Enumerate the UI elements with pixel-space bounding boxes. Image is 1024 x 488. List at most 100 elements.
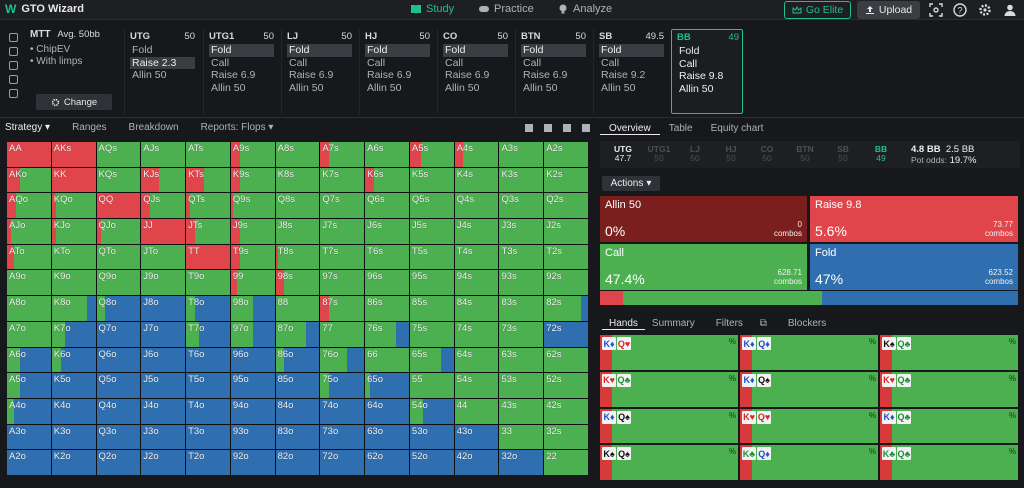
grid-cell[interactable]: 83o	[275, 424, 320, 450]
position-btn[interactable]: BTN 50 Fold Call Raise 6.9 Allin 50	[515, 29, 589, 114]
grid-cell[interactable]: A9s	[230, 142, 275, 167]
grid-cell[interactable]: K8o	[51, 296, 96, 321]
grid-cell[interactable]: A4o	[7, 398, 51, 424]
position-action[interactable]: Raise 6.9	[445, 69, 490, 81]
grid-cell[interactable]: K7s	[320, 167, 365, 193]
grid-cell[interactable]: QTs	[186, 193, 230, 219]
grid-cell[interactable]: 85o	[275, 373, 320, 398]
position-hj[interactable]: HJ 50 Fold Call Raise 6.9 Allin 50	[359, 29, 433, 114]
grid-cell[interactable]: 64o	[365, 398, 409, 424]
grid-cell[interactable]: AKo	[7, 167, 51, 193]
grid-cell[interactable]: QJs	[141, 193, 186, 219]
grid-cell[interactable]: 74o	[320, 398, 365, 424]
grid-cell[interactable]: K6s	[365, 167, 409, 193]
grid-cell[interactable]: 82s	[544, 296, 588, 321]
save-icon[interactable]	[9, 61, 18, 70]
grid-cell[interactable]: 95s	[409, 270, 454, 296]
tab-summary[interactable]: Summary	[651, 318, 695, 329]
tab-strategy[interactable]: Strategy ▾	[5, 122, 50, 138]
action-box[interactable]: Fold 47% 623.52 combos	[810, 244, 1018, 290]
grid-cell[interactable]: 88	[275, 296, 320, 321]
grid-cell[interactable]: 42o	[454, 450, 499, 475]
grid-cell[interactable]: 44	[454, 398, 499, 424]
grid-cell[interactable]: K5s	[409, 167, 454, 193]
grid-cell[interactable]: T3s	[499, 244, 544, 270]
hand-cell[interactable]: K♦ Q♦%	[740, 335, 878, 370]
grid-cell[interactable]: 72s	[544, 321, 588, 347]
grid-cell[interactable]: J7s	[320, 219, 365, 244]
position-action[interactable]: Fold	[679, 45, 700, 57]
tab-table[interactable]: Table	[668, 123, 693, 134]
nav-tab-analyze[interactable]: Analyze	[557, 3, 612, 15]
position-utg[interactable]: UTG 50 Fold Raise 2.3 Allin 50	[124, 29, 198, 114]
grid-cell[interactable]: K5o	[51, 373, 96, 398]
grid-cell[interactable]: 86s	[365, 296, 409, 321]
grid-cell[interactable]: KK	[51, 167, 96, 193]
grid-cell[interactable]: Q9s	[230, 193, 275, 219]
grid-cell[interactable]: A5o	[7, 373, 51, 398]
grid-cell[interactable]: 63o	[365, 424, 409, 450]
app-logo[interactable]: W GTO Wizard	[5, 2, 84, 16]
position-action[interactable]: Call	[601, 56, 620, 69]
grid-cell[interactable]: 33	[499, 424, 544, 450]
nav-tab-practice[interactable]: Practice	[478, 3, 534, 15]
grid-cell[interactable]: K4s	[454, 167, 499, 193]
grid-cell[interactable]: 75s	[409, 321, 454, 347]
grid-cell[interactable]: AKs	[51, 142, 96, 167]
grid-cell[interactable]: J2s	[544, 219, 588, 244]
grid-cell[interactable]: Q4o	[96, 398, 141, 424]
position-action[interactable]: Allin 50	[445, 81, 480, 94]
hand-cell[interactable]: K♣ Q♣%	[880, 445, 1018, 480]
grid-cell[interactable]: KTo	[51, 244, 96, 270]
hand-cell[interactable]: K♠ Q♣%	[880, 335, 1018, 370]
position-action[interactable]: Allin 50	[679, 82, 714, 95]
grid-cell[interactable]: 62s	[544, 347, 588, 373]
grid-cell[interactable]: 75o	[320, 373, 365, 398]
grid-cell[interactable]: JTo	[141, 244, 186, 270]
hand-cell[interactable]: K♦ Q♣%	[880, 408, 1018, 444]
grid-cell[interactable]: KQo	[51, 193, 96, 219]
grid-cell[interactable]: 95o	[230, 373, 275, 398]
grid-cell[interactable]: J6o	[141, 347, 186, 373]
nav-tab-study[interactable]: Study	[410, 3, 454, 15]
strip-position[interactable]: HJ 50	[716, 145, 746, 163]
grid-cell[interactable]: 92s	[544, 270, 588, 296]
grid-cell[interactable]: A8s	[275, 142, 320, 167]
user-icon[interactable]	[1003, 3, 1017, 17]
reset-icon[interactable]	[9, 47, 18, 56]
position-lj[interactable]: LJ 50 Fold Call Raise 6.9 Allin 50	[281, 29, 355, 114]
grid-cell[interactable]: J4s	[454, 219, 499, 244]
grid-cell[interactable]: Q2o	[96, 450, 141, 475]
grid-cell[interactable]: 74s	[454, 321, 499, 347]
grid-cell[interactable]: K4o	[51, 398, 96, 424]
hand-cell[interactable]: K♣ Q♦%	[740, 445, 878, 480]
grid-cell[interactable]: 66	[365, 347, 409, 373]
grid-cell[interactable]: T7o	[186, 321, 230, 347]
grid-cell[interactable]: A2o	[7, 450, 51, 475]
grid-cell[interactable]: KJo	[51, 219, 96, 244]
grid-cell[interactable]: A3o	[7, 424, 51, 450]
grid-cell[interactable]: T5o	[186, 373, 230, 398]
position-action[interactable]: Raise 6.9	[289, 69, 334, 81]
grid-cell[interactable]: 98o	[230, 296, 275, 321]
position-action[interactable]: Fold	[287, 44, 352, 57]
position-action[interactable]: Raise 9.2	[601, 69, 646, 81]
grid-cell[interactable]: 42s	[544, 398, 588, 424]
tab-ranges[interactable]: Ranges	[72, 122, 107, 133]
grid-cell[interactable]: JTs	[186, 219, 230, 244]
grid-cell[interactable]: 43s	[499, 398, 544, 424]
strip-position[interactable]: UTG1 50	[644, 145, 674, 163]
bookmark-icon[interactable]	[9, 33, 18, 42]
position-action[interactable]: Raise 2.3	[130, 56, 195, 69]
grid-cell[interactable]: 96s	[365, 270, 409, 296]
grid-cell[interactable]: A2s	[544, 142, 588, 167]
tab-filters[interactable]: Filters ⧉	[702, 318, 781, 330]
grid-cell[interactable]: K3o	[51, 424, 96, 450]
grid-cell[interactable]: T6s	[365, 244, 409, 270]
strip-position[interactable]: SB 50	[828, 145, 858, 163]
position-sb[interactable]: SB 49.5 Fold Call Raise 9.2 Allin 50	[593, 29, 667, 114]
hand-cell[interactable]: K♦ Q♠%	[600, 408, 738, 444]
grid-cell[interactable]: 32s	[544, 424, 588, 450]
upload-button[interactable]: Upload	[857, 1, 920, 19]
position-bb[interactable]: BB 49 Fold Call Raise 9.8 Allin 50	[671, 29, 743, 114]
